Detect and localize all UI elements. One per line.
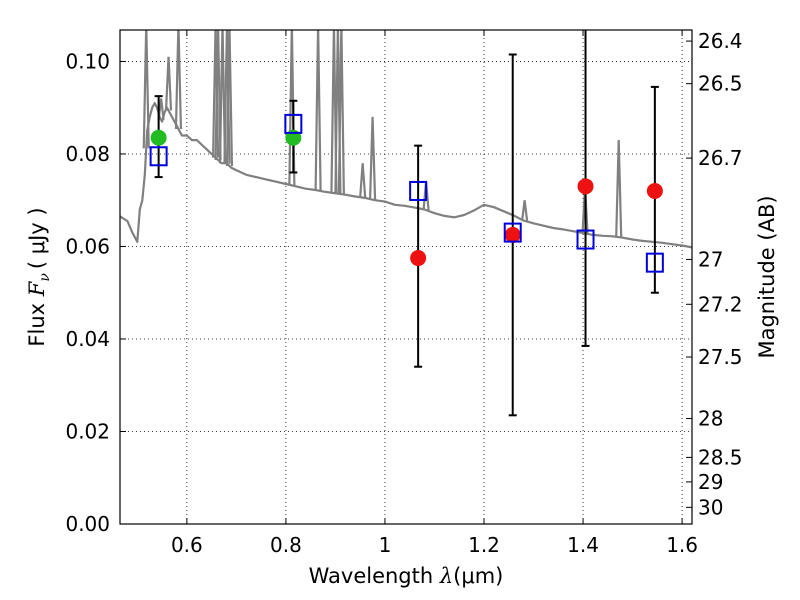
emission-line: [214, 30, 222, 160]
observed-square: [149, 146, 168, 167]
red-point: [646, 182, 663, 199]
y2-tick-label: 29: [698, 470, 723, 494]
plot-frame: [119, 29, 693, 525]
emission-line: [225, 30, 234, 167]
emission-line: [615, 140, 623, 238]
observed-square: [284, 113, 303, 134]
observed-square: [645, 252, 664, 273]
emission-line: [174, 30, 183, 130]
observed-square: [503, 222, 522, 243]
red-point: [577, 178, 594, 195]
x-tick-label: 1.6: [666, 533, 698, 557]
x-tick-label: 1: [379, 533, 392, 557]
y-tick-label: 0.06: [65, 234, 110, 258]
y2-axis-title: Magnitude (AB): [755, 195, 779, 358]
photometry-layer: [149, 30, 664, 417]
emission-line: [142, 30, 150, 149]
x-tick-label: 0.6: [171, 533, 203, 557]
emission-line: [314, 30, 322, 191]
x-tick-label: 0.8: [270, 533, 302, 557]
observed-square: [576, 229, 595, 250]
y-tick-label: 0.10: [65, 49, 110, 73]
y-tick-label: 0.08: [65, 142, 110, 166]
red-point: [504, 226, 521, 243]
spectrum-line: [120, 102, 692, 249]
y2-tick-label: 27: [698, 247, 723, 271]
emission-line: [218, 30, 227, 164]
green-point: [150, 129, 167, 146]
emission-line: [164, 56, 173, 111]
emission-line: [359, 163, 367, 198]
y2-tick-label: 26.7: [698, 146, 743, 170]
emission-line: [337, 30, 345, 195]
y2-tick-label: 27.5: [698, 345, 743, 369]
ticks: 0.6 0.8 1 1.2 1.4 1.6 0.00 0.02 0.04 0.06 0.08 0.10…: [65, 29, 742, 557]
y-tick-label: 0.00: [65, 512, 110, 536]
x-axis-title: Wavelength λ(μm): [309, 564, 504, 588]
emission-line: [368, 116, 377, 200]
y2-tick-label: 30: [698, 495, 723, 519]
y-axis-title: Flux Fν( μJy ): [25, 207, 53, 346]
grid: [120, 30, 692, 524]
red-point: [410, 250, 427, 267]
y-tick-label: 0.04: [65, 327, 110, 351]
y2-tick-label: 26.4: [698, 29, 743, 53]
y2-tick-label: 28: [698, 407, 723, 431]
y2-tick-label: 28.5: [698, 445, 743, 469]
emission-line: [521, 200, 529, 221]
y2-tick-label: 27.2: [698, 292, 743, 316]
observed-square: [409, 180, 428, 201]
x-tick-label: 1.4: [567, 533, 599, 557]
x-tick-label: 1.2: [468, 533, 500, 557]
y2-tick-label: 26.5: [698, 72, 743, 96]
y-tick-label: 0.02: [65, 419, 110, 443]
